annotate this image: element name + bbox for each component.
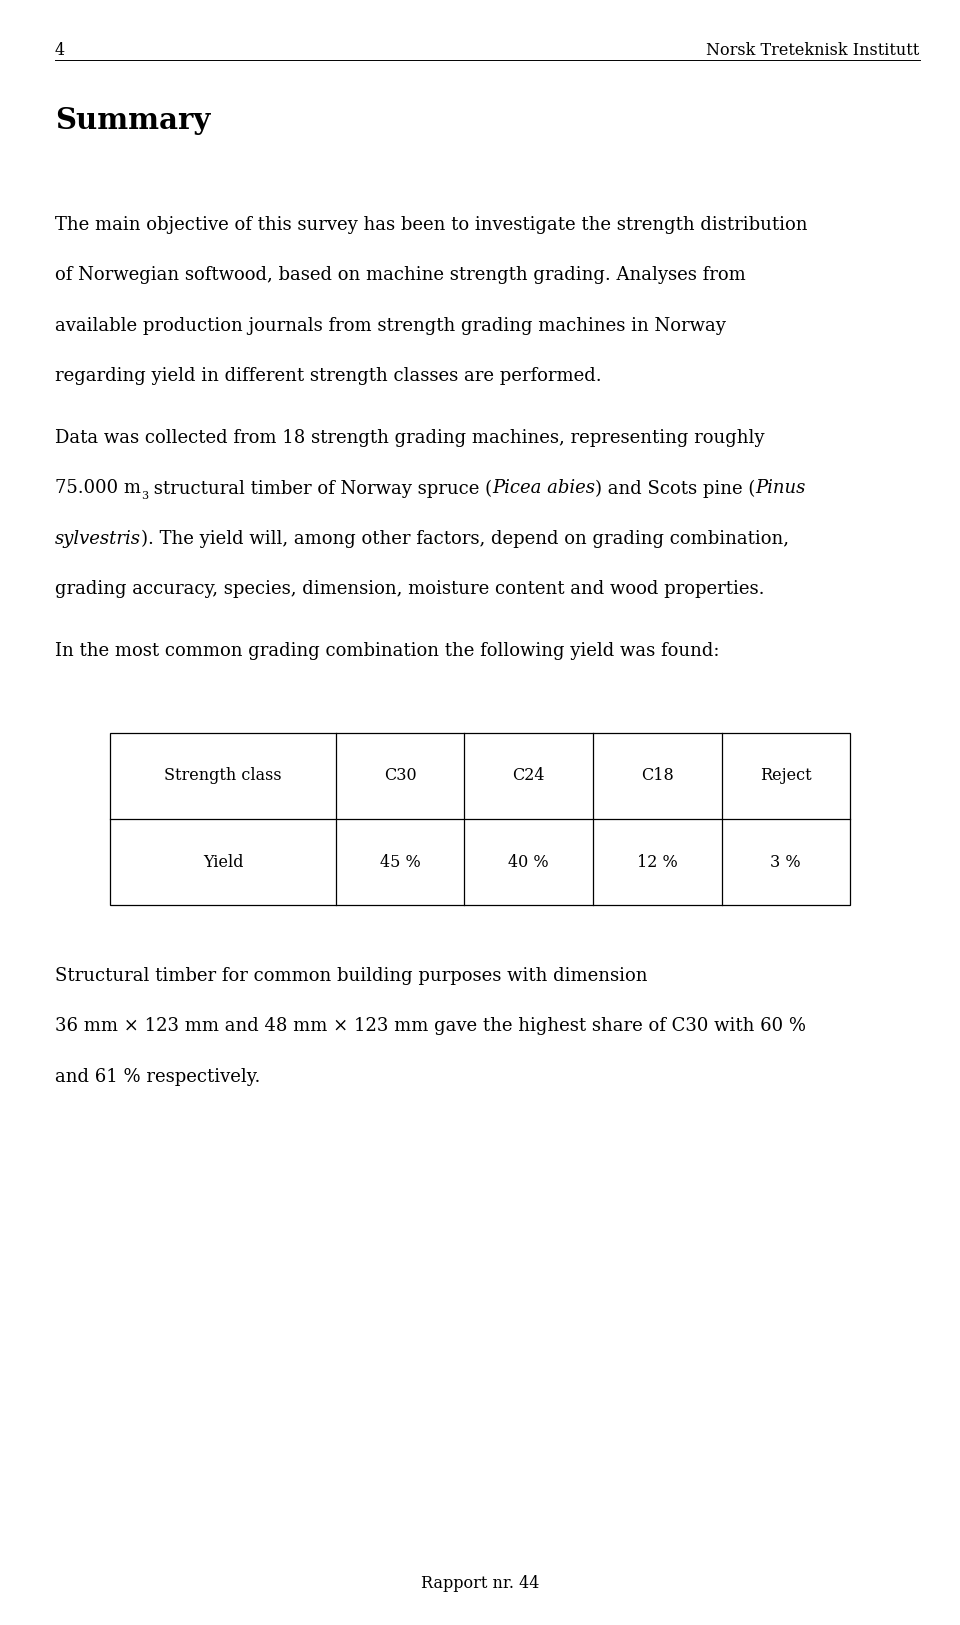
Text: Norsk Treteknisk Institutt: Norsk Treteknisk Institutt: [707, 42, 920, 58]
Text: sylvestris: sylvestris: [55, 530, 141, 548]
Text: of Norwegian softwood, based on machine strength grading. Analyses from: of Norwegian softwood, based on machine …: [55, 266, 746, 284]
Text: C30: C30: [384, 767, 417, 785]
Text: 3 %: 3 %: [770, 853, 801, 871]
Bar: [110, 733, 850, 905]
Text: Strength class: Strength class: [164, 767, 282, 785]
Text: ). The yield will, among other factors, depend on grading combination,: ). The yield will, among other factors, …: [141, 530, 789, 548]
Text: 40 %: 40 %: [509, 853, 549, 871]
Text: Rapport nr. 44: Rapport nr. 44: [420, 1576, 540, 1592]
Text: 45 %: 45 %: [380, 853, 420, 871]
Text: Structural timber for common building purposes with dimension: Structural timber for common building pu…: [55, 967, 647, 985]
Text: grading accuracy, species, dimension, moisture content and wood properties.: grading accuracy, species, dimension, mo…: [55, 580, 764, 598]
Text: regarding yield in different strength classes are performed.: regarding yield in different strength cl…: [55, 367, 601, 385]
Text: 3: 3: [141, 491, 148, 500]
Text: Data was collected from 18 strength grading machines, representing roughly: Data was collected from 18 strength grad…: [55, 429, 764, 447]
Text: Summary: Summary: [55, 106, 210, 135]
Text: structural timber of Norway spruce (: structural timber of Norway spruce (: [148, 479, 492, 497]
Text: In the most common grading combination the following yield was found:: In the most common grading combination t…: [55, 642, 719, 660]
Text: C24: C24: [513, 767, 545, 785]
Text: Reject: Reject: [760, 767, 811, 785]
Text: Yield: Yield: [203, 853, 244, 871]
Text: The main objective of this survey has been to investigate the strength distribut: The main objective of this survey has be…: [55, 216, 807, 234]
Text: ) and Scots pine (: ) and Scots pine (: [595, 479, 756, 497]
Text: C18: C18: [641, 767, 674, 785]
Text: 75.000 m: 75.000 m: [55, 479, 141, 497]
Text: available production journals from strength grading machines in Norway: available production journals from stren…: [55, 317, 726, 335]
Text: and 61 % respectively.: and 61 % respectively.: [55, 1068, 260, 1086]
Text: 4: 4: [55, 42, 65, 58]
Text: Pinus: Pinus: [756, 479, 805, 497]
Text: 12 %: 12 %: [637, 853, 678, 871]
Text: Picea abies: Picea abies: [492, 479, 595, 497]
Text: 36 mm × 123 mm and 48 mm × 123 mm gave the highest share of C30 with 60 %: 36 mm × 123 mm and 48 mm × 123 mm gave t…: [55, 1017, 805, 1035]
